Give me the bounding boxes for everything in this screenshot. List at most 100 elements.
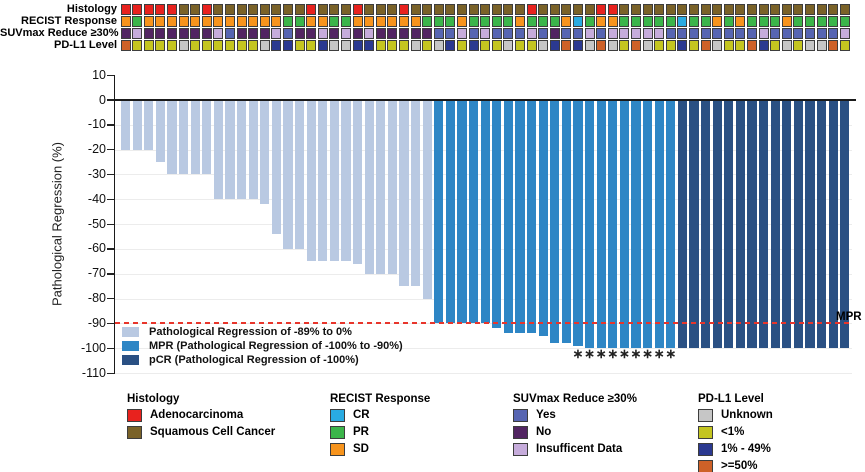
track-cell-pdl1 xyxy=(248,40,259,51)
track-cell-pdl1 xyxy=(468,40,479,51)
track-cell-histology xyxy=(503,4,514,15)
y-tick-label: -10 xyxy=(87,117,106,132)
patient-bar xyxy=(724,101,734,349)
track-cell-suvmax xyxy=(549,28,560,39)
track-cell-histology xyxy=(631,4,641,15)
track-cell-recist xyxy=(433,16,444,27)
track-cell-recist xyxy=(259,16,270,27)
track-cell-recist xyxy=(167,16,177,27)
y-tick-mark xyxy=(107,74,114,76)
track-cell-histology xyxy=(526,4,537,15)
track-cell-recist xyxy=(781,16,792,27)
track-cell-pdl1 xyxy=(747,40,757,51)
track-cell-recist xyxy=(457,16,467,27)
track-cell-histology xyxy=(190,4,201,15)
track-cell-pdl1 xyxy=(642,40,653,51)
patient-bar xyxy=(828,101,838,349)
y-axis-title: Pathological Regression (%) xyxy=(49,141,65,307)
patient-bar xyxy=(527,101,537,334)
legend-swatch xyxy=(330,409,345,422)
track-cell-recist xyxy=(306,16,317,27)
y-tick-label: -100 xyxy=(80,340,106,355)
track-cell-pdl1 xyxy=(735,40,746,51)
track-cell-pdl1 xyxy=(306,40,317,51)
track-cell-recist xyxy=(294,16,305,27)
track-cell-histology xyxy=(433,4,444,15)
track-cell-pdl1 xyxy=(526,40,537,51)
track-cell-pdl1 xyxy=(700,40,711,51)
track-cell-recist xyxy=(747,16,757,27)
y-tick-mark xyxy=(107,223,114,225)
y-tick-mark xyxy=(107,149,114,151)
track-cell-suvmax xyxy=(723,28,734,39)
track-cell-suvmax xyxy=(201,28,212,39)
track-cell-pdl1 xyxy=(607,40,618,51)
track-cell-histology xyxy=(793,4,804,15)
track-cell-suvmax xyxy=(352,28,363,39)
track-cell-recist xyxy=(155,16,166,27)
patient-bar xyxy=(770,101,780,349)
patient-bar xyxy=(643,101,653,349)
track-cell-pdl1 xyxy=(712,40,723,51)
chart-legend-label-reg: Pathological Regression of -89% to 0% xyxy=(149,326,352,338)
patient-bar xyxy=(619,101,629,349)
track-cell-histology xyxy=(422,4,433,15)
patient-bar xyxy=(411,101,421,287)
track-cell-histology xyxy=(120,4,131,15)
legend-title: PD-L1 Level xyxy=(698,393,764,405)
track-cell-pdl1 xyxy=(375,40,386,51)
track-cell-recist xyxy=(190,16,201,27)
track-cell-suvmax xyxy=(422,28,433,39)
chart-legend-label-mpr: MPR (Pathological Regression of -100% to… xyxy=(149,340,403,352)
patient-bar xyxy=(121,101,131,150)
track-cell-pdl1 xyxy=(399,40,409,51)
track-cell-histology xyxy=(306,4,317,15)
patient-bar xyxy=(689,101,699,349)
track-cell-pdl1 xyxy=(828,40,839,51)
track-cell-histology xyxy=(584,4,595,15)
track-cell-histology xyxy=(480,4,491,15)
track-cell-pdl1 xyxy=(457,40,467,51)
track-cell-suvmax xyxy=(248,28,259,39)
track-cell-recist xyxy=(549,16,560,27)
patient-bar xyxy=(237,101,247,200)
patient-bar xyxy=(167,101,177,175)
patient-bar xyxy=(747,101,757,349)
track-cell-recist xyxy=(619,16,630,27)
track-cell-histology xyxy=(132,4,143,15)
track-cell-pdl1 xyxy=(781,40,792,51)
track-cell-suvmax xyxy=(155,28,166,39)
track-cell-histology xyxy=(816,4,827,15)
legend-swatch xyxy=(698,426,713,439)
y-tick-mark xyxy=(107,298,114,300)
track-cell-suvmax xyxy=(828,28,839,39)
track-cell-histology xyxy=(619,4,630,15)
legend-swatch xyxy=(330,426,345,439)
track-cell-pdl1 xyxy=(167,40,177,51)
asterisk-marker: ∗ xyxy=(630,346,642,361)
track-cell-recist xyxy=(201,16,212,27)
track-cell-pdl1 xyxy=(201,40,212,51)
track-cell-suvmax xyxy=(677,28,688,39)
track-cell-histology xyxy=(689,4,699,15)
track-cell-recist xyxy=(271,16,282,27)
patient-bar xyxy=(190,101,200,175)
patient-bar xyxy=(759,101,769,349)
track-cell-histology xyxy=(758,4,769,15)
y-tick-label: -80 xyxy=(87,291,106,306)
track-cell-pdl1 xyxy=(816,40,827,51)
y-axis-line xyxy=(113,75,116,375)
track-cell-pdl1 xyxy=(689,40,699,51)
track-cell-suvmax xyxy=(445,28,456,39)
track-cell-recist xyxy=(410,16,421,27)
track-cell-pdl1 xyxy=(677,40,688,51)
legend-label: No xyxy=(536,426,552,438)
patient-bar xyxy=(457,101,467,324)
patient-bar xyxy=(295,101,305,249)
track-cell-pdl1 xyxy=(654,40,665,51)
patient-bar xyxy=(608,101,618,349)
legend-label: Unknown xyxy=(721,409,773,421)
track-cell-histology xyxy=(248,4,259,15)
track-cell-histology xyxy=(225,4,235,15)
y-tick-label: -90 xyxy=(87,315,106,330)
